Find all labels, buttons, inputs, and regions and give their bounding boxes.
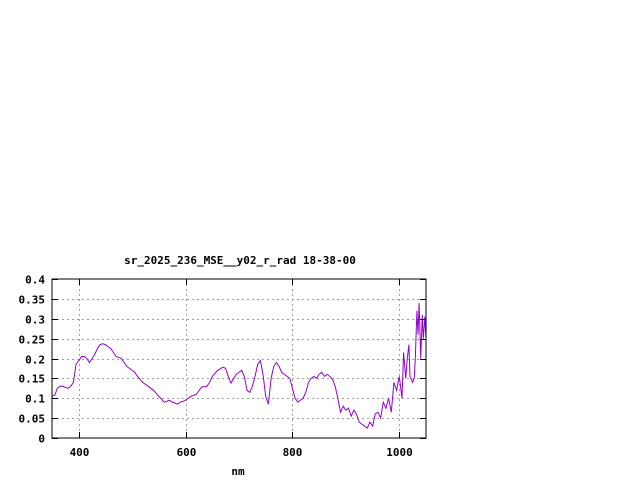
y-tick-label: 0.2 bbox=[25, 354, 45, 367]
y-tick-label: 0.1 bbox=[25, 393, 45, 406]
x-axis: 400 600 800 1000 bbox=[70, 279, 413, 459]
y-tick-label: 0.35 bbox=[19, 294, 46, 307]
y-tick-label: 0.05 bbox=[19, 413, 46, 426]
y-tick-label: 0.4 bbox=[25, 274, 45, 287]
x-tick-label: 600 bbox=[177, 446, 197, 459]
plot-area-border bbox=[51, 278, 427, 439]
chart-title: sr_2025_236_MSE__y02_r_rad 18-38-00 bbox=[124, 254, 356, 267]
series-line bbox=[51, 302, 427, 429]
y-axis: 0 0.05 0.1 0.15 0.2 0.25 0.3 0.35 0.4 bbox=[19, 274, 426, 446]
y-tick-label: 0.25 bbox=[19, 334, 46, 347]
y-tick-label: 0.15 bbox=[19, 373, 46, 386]
x-tick-label: 400 bbox=[70, 446, 90, 459]
series-layer bbox=[51, 302, 427, 429]
x-tick-label: 1000 bbox=[386, 446, 413, 459]
grid-lines bbox=[52, 279, 426, 438]
y-tick-label: 0.3 bbox=[25, 314, 45, 327]
x-axis-label: nm bbox=[231, 465, 245, 478]
y-tick-label: 0 bbox=[38, 433, 45, 446]
x-tick-label: 800 bbox=[283, 446, 303, 459]
